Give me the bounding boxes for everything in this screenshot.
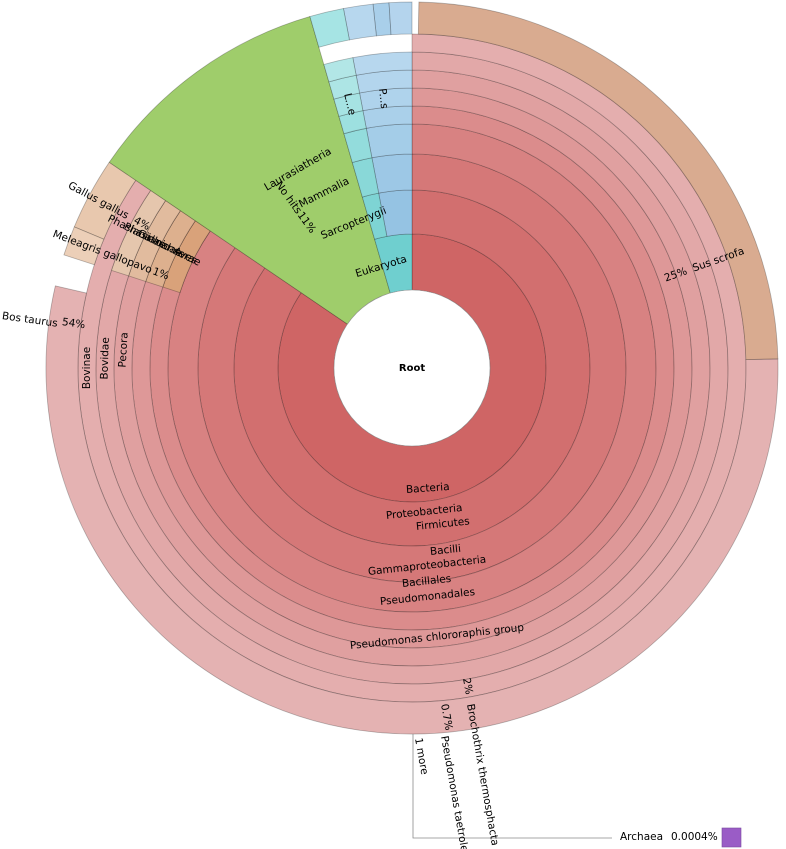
root-disc[interactable] bbox=[333, 289, 491, 447]
segment-pseudomonadales[interactable] bbox=[365, 123, 413, 159]
label-pecora: Pecora bbox=[116, 332, 130, 368]
chart-labels: EukaryotaSarcopterygiiMammaliaLaurasiath… bbox=[1, 88, 746, 849]
segment-brochothrix-genus[interactable] bbox=[328, 74, 361, 100]
segment-pseudomonadaceae[interactable] bbox=[362, 105, 413, 129]
segment-gammaproteobacteria[interactable] bbox=[371, 153, 413, 194]
archaea-leader-line bbox=[412, 734, 612, 839]
label-archaea-pct: 0.0004% bbox=[671, 831, 718, 843]
label-firmicutes: Firmicutes bbox=[415, 515, 470, 533]
segment-firmicutes[interactable] bbox=[361, 192, 388, 240]
leader-lines bbox=[412, 734, 612, 839]
segment-bos-taurus[interactable] bbox=[45, 285, 779, 735]
label-archaea-name: Archaea bbox=[620, 831, 663, 843]
chart-segments bbox=[45, 1, 779, 735]
root-label: Root bbox=[399, 363, 425, 374]
segment-brochothrix-thermosphacta[interactable] bbox=[309, 8, 350, 48]
label-bos-taurus-pct: 54% bbox=[61, 316, 86, 331]
label-bacilli: Bacilli bbox=[429, 543, 461, 558]
segment-bacillales[interactable] bbox=[343, 127, 373, 163]
segment-pseudomonas-group-ext[interactable] bbox=[352, 51, 413, 76]
label-listeriaceae-genus: L...e bbox=[341, 92, 358, 116]
label-brochothrix-thermosphacta-pct: 2% bbox=[460, 677, 475, 696]
segment-pseudomonas[interactable] bbox=[359, 87, 413, 112]
segment-listeriaceae[interactable] bbox=[338, 110, 367, 135]
archaea-swatch[interactable] bbox=[721, 827, 742, 848]
segment-bovinae[interactable] bbox=[77, 33, 747, 703]
segment-sus-scrofa[interactable] bbox=[417, 1, 779, 361]
segment-pseudomonas-rest[interactable] bbox=[342, 3, 377, 41]
label-pseudomonas: P...s bbox=[376, 88, 390, 109]
label-pseudomonas-taetrolens-pct: 0.7% bbox=[438, 703, 454, 731]
segment-proteobacteria[interactable] bbox=[378, 189, 413, 237]
segment-bacilli[interactable] bbox=[351, 157, 380, 198]
label-bacillales: Bacillales bbox=[401, 573, 451, 590]
label-bovidae: Bovidae bbox=[98, 337, 111, 380]
segment-1-more[interactable] bbox=[388, 1, 413, 36]
label-pseudomonas-taetrolens-name: Pseudomonas taetrolens bbox=[438, 735, 472, 849]
label-bovinae: Bovinae bbox=[81, 347, 93, 389]
label-1-more: 1 more bbox=[412, 737, 430, 776]
segment-pseudomonas-chlororaphis-group[interactable] bbox=[355, 69, 413, 94]
segment-pseudomonas-taetrolens[interactable] bbox=[372, 2, 392, 37]
segment-listeriaceae-genus[interactable] bbox=[333, 92, 364, 117]
segment-meleagris-gallopavo[interactable] bbox=[63, 226, 105, 266]
label-meleagris-gallopavo-pct: 1% bbox=[151, 265, 171, 282]
label-bacteria: Bacteria bbox=[406, 481, 450, 496]
segment-brochothrix-ext[interactable] bbox=[323, 57, 357, 83]
